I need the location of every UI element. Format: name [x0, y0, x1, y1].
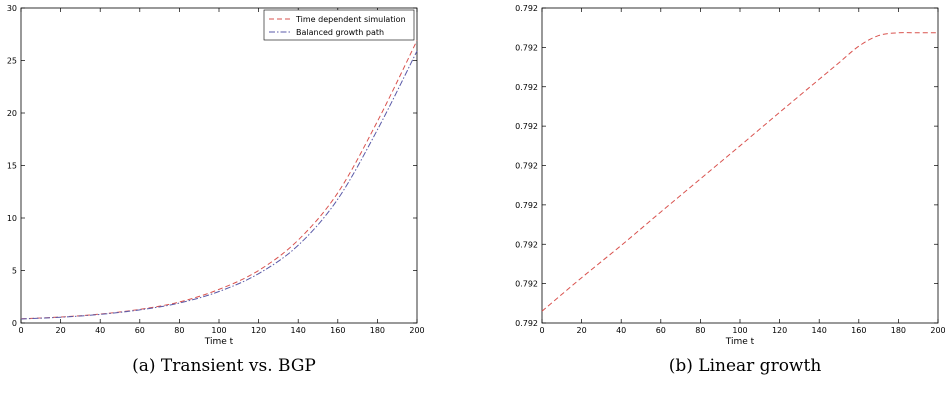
y-tick-label: 0.792	[515, 122, 538, 131]
x-axis-label-a: Time t	[204, 337, 234, 347]
x-tick-label: 80	[174, 326, 184, 335]
y-tick-label: 20	[7, 109, 17, 118]
series-line-series-0	[541, 32, 938, 312]
x-tick-label: 140	[291, 326, 306, 335]
caption-a: (a) Transient vs. BGP	[132, 356, 316, 376]
x-tick-label: 100	[732, 326, 747, 335]
series-line-balanced-growth-path	[20, 50, 418, 320]
y-tick-label: 15	[7, 162, 17, 171]
y-tick-label: 0.792	[515, 280, 538, 289]
x-tick-label: 200	[930, 326, 945, 335]
x-tick-label: 40	[616, 326, 626, 335]
legend-label-time-dependent: Time dependent simulation	[295, 15, 406, 24]
x-tick-label: 160	[330, 326, 345, 335]
y-tick-label: 25	[7, 57, 17, 66]
x-tick-label: 60	[135, 326, 145, 335]
panel-linear-growth: 0.792 0.792 0.792 0.792 0.792 0.792 0.792 0.792…	[515, 4, 945, 347]
x-tick-label: 120	[251, 326, 266, 335]
x-tick-label: 20	[577, 326, 587, 335]
x-axis-ticks-a: 0 20 40 60 80 100 120 140 160 180 200	[18, 8, 425, 335]
legend-box	[263, 9, 415, 41]
x-tick-label: 20	[56, 326, 66, 335]
x-tick-label: 180	[370, 326, 385, 335]
series-group-b	[541, 32, 938, 312]
x-axis-ticks-b: 0 20 40 60 80 100 120 140 160 180 200	[539, 8, 945, 335]
y-tick-label: 0.792	[515, 319, 538, 328]
series-line-time-dependent-simulation	[20, 40, 418, 320]
x-tick-label: 140	[812, 326, 827, 335]
y-axis-ticks-b: 0.792 0.792 0.792 0.792 0.792 0.792 0.792 0.792…	[515, 4, 938, 328]
y-tick-label: 0.792	[515, 4, 538, 13]
y-tick-label: 0.792	[515, 240, 538, 249]
y-axis-ticks-a: 0 5 10 15 20 25 30	[7, 4, 417, 328]
x-axis-label-b: Time t	[725, 337, 755, 347]
y-tick-label: 10	[7, 214, 17, 223]
y-tick-label: 0.792	[515, 43, 538, 52]
y-tick-label: 30	[7, 4, 17, 13]
x-tick-label: 200	[409, 326, 424, 335]
y-tick-label: 0.792	[515, 162, 538, 171]
x-tick-label: 0	[539, 326, 544, 335]
plot-frame-b	[541, 7, 939, 324]
panel-transient-vs-bgp: 0 5 10 15 20 25 30 0 20 40 60 80 100 120 140 160 180 200…	[7, 4, 425, 347]
y-tick-label: 0.792	[515, 201, 538, 210]
caption-b: (b) Linear growth	[669, 356, 822, 376]
y-tick-label: 0.792	[515, 83, 538, 92]
x-tick-label: 40	[95, 326, 105, 335]
x-tick-label: 60	[656, 326, 666, 335]
x-tick-label: 0	[18, 326, 23, 335]
legend-a: Time dependent simulation Balanced growt…	[263, 9, 415, 41]
series-group-a	[20, 40, 418, 320]
x-tick-label: 100	[211, 326, 226, 335]
legend-label-balanced-growth: Balanced growth path	[296, 28, 384, 37]
x-tick-label: 80	[695, 326, 705, 335]
x-tick-label: 160	[851, 326, 866, 335]
x-tick-label: 180	[891, 326, 906, 335]
plot-frame-a	[20, 7, 418, 324]
x-tick-label: 120	[772, 326, 787, 335]
y-tick-label: 5	[12, 267, 17, 276]
y-tick-label: 0	[12, 319, 17, 328]
